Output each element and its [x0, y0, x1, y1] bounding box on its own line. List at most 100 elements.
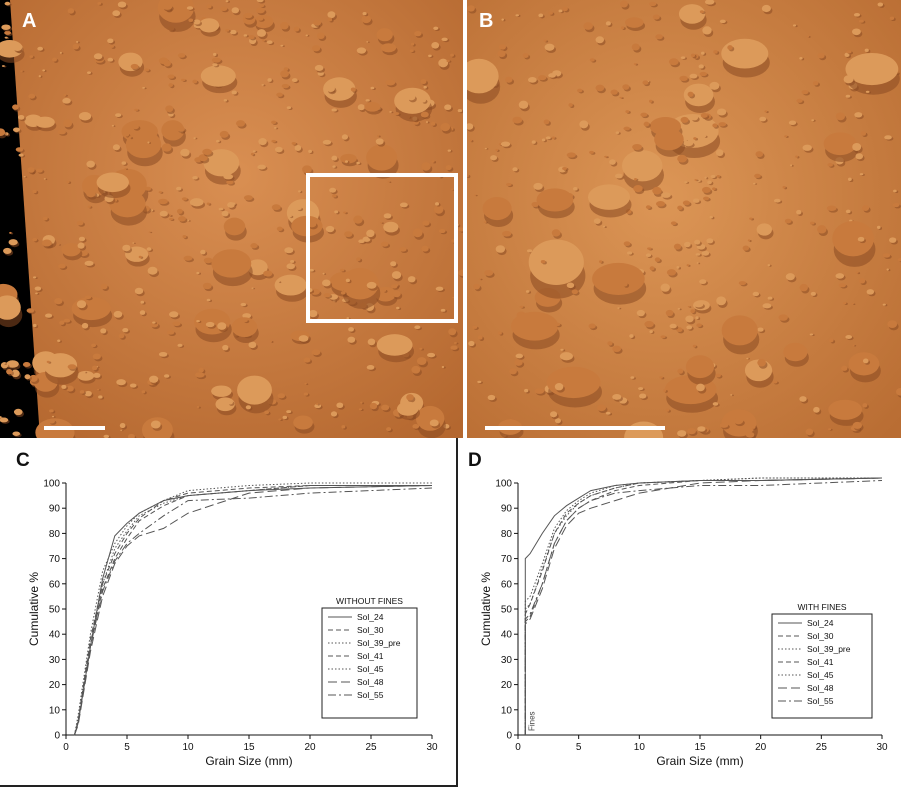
- pebble: [429, 419, 439, 427]
- pebble: [678, 4, 706, 24]
- pebble: [497, 50, 506, 58]
- pebble: [225, 29, 230, 32]
- pebble: [848, 352, 880, 376]
- pebble: [76, 40, 79, 43]
- pebble: [48, 418, 55, 424]
- pebble: [393, 112, 400, 116]
- pebble: [684, 181, 688, 184]
- pebble: [615, 131, 620, 134]
- pebble: [22, 361, 31, 368]
- pebble: [680, 116, 689, 123]
- pebble: [107, 38, 114, 44]
- pebble: [887, 320, 898, 328]
- pebble: [323, 293, 331, 298]
- pebble: [3, 247, 12, 254]
- x-tick-label: 10: [634, 742, 646, 753]
- pebble: [654, 257, 661, 262]
- regolith-photo-b: [467, 0, 901, 438]
- pebble: [308, 309, 318, 318]
- legend: WITH FINES Sol_24 Sol_30 Sol_39_pre Sol_41 So…: [771, 602, 873, 719]
- pebble: [562, 6, 568, 12]
- pebble: [823, 132, 857, 156]
- pebble: [813, 406, 820, 413]
- pebble: [167, 74, 175, 79]
- pebble: [686, 325, 693, 330]
- pebble: [690, 309, 695, 314]
- pebble: [206, 298, 211, 302]
- pebble: [278, 418, 282, 421]
- x-tick-label: 0: [515, 742, 521, 753]
- pebble: [242, 318, 248, 323]
- pebble: [383, 221, 399, 233]
- pebble: [261, 84, 265, 86]
- pebble: [356, 161, 360, 165]
- pebble: [677, 430, 687, 437]
- pebble: [248, 341, 257, 349]
- pebble: [336, 402, 344, 409]
- x-tick-label: 15: [243, 742, 255, 753]
- pebble: [467, 5, 475, 12]
- pebble: [322, 279, 331, 287]
- pebble: [256, 7, 265, 14]
- pebble: [411, 365, 421, 374]
- pebble: [845, 209, 851, 214]
- pebble: [806, 35, 810, 38]
- pebble: [481, 23, 485, 26]
- pebble: [203, 149, 240, 177]
- pebble: [543, 119, 550, 125]
- pebble: [693, 137, 697, 140]
- pebble: [752, 291, 760, 297]
- pebble: [799, 396, 807, 402]
- pebble: [81, 322, 89, 329]
- pebble: [756, 223, 773, 236]
- pebble: [20, 70, 23, 72]
- pebble: [311, 349, 321, 356]
- pebble: [511, 311, 559, 341]
- pebble: [452, 297, 455, 299]
- pebble: [649, 330, 653, 334]
- legend-title: WITH FINES: [797, 602, 846, 612]
- pebble: [519, 305, 524, 308]
- pebble: [644, 320, 654, 328]
- pebble: [150, 420, 161, 429]
- pebble: [158, 351, 168, 357]
- pebble: [447, 149, 451, 152]
- pebble: [87, 205, 91, 208]
- pebble: [655, 201, 666, 207]
- pebble: [276, 92, 283, 97]
- pebble: [665, 408, 670, 412]
- pebble: [677, 205, 683, 211]
- pebble: [221, 210, 229, 217]
- pebble: [450, 53, 454, 57]
- pebble: [396, 306, 400, 310]
- pebble: [514, 359, 523, 366]
- legend-entry: Sol_55: [357, 690, 384, 700]
- pebble: [692, 344, 696, 348]
- pebble: [571, 289, 579, 295]
- pebble: [809, 333, 814, 336]
- pebble: [186, 6, 194, 10]
- pebble: [458, 227, 463, 232]
- pebble: [706, 238, 714, 244]
- pebble: [472, 325, 478, 329]
- pebble: [162, 3, 173, 10]
- pebble: [645, 253, 652, 258]
- pebble: [63, 119, 73, 128]
- chart-panel-c: C 0 10 20 30 40 50 60 70 80 90 100 0 5 10 15 20 25 30 Grai…: [0, 438, 458, 787]
- pebble: [217, 322, 227, 330]
- pebble: [772, 380, 778, 384]
- pebble: [546, 366, 601, 399]
- pebble: [146, 247, 152, 251]
- pebble: [122, 244, 131, 252]
- pebble: [356, 47, 367, 54]
- pebble: [892, 202, 900, 208]
- pebble: [41, 239, 52, 247]
- pebble: [277, 393, 286, 399]
- pebble: [441, 37, 448, 42]
- pebble: [730, 394, 733, 396]
- pebble: [609, 159, 616, 165]
- pebble: [212, 52, 217, 56]
- pebble: [515, 14, 520, 17]
- pebble: [2, 362, 6, 365]
- pebble: [248, 35, 255, 40]
